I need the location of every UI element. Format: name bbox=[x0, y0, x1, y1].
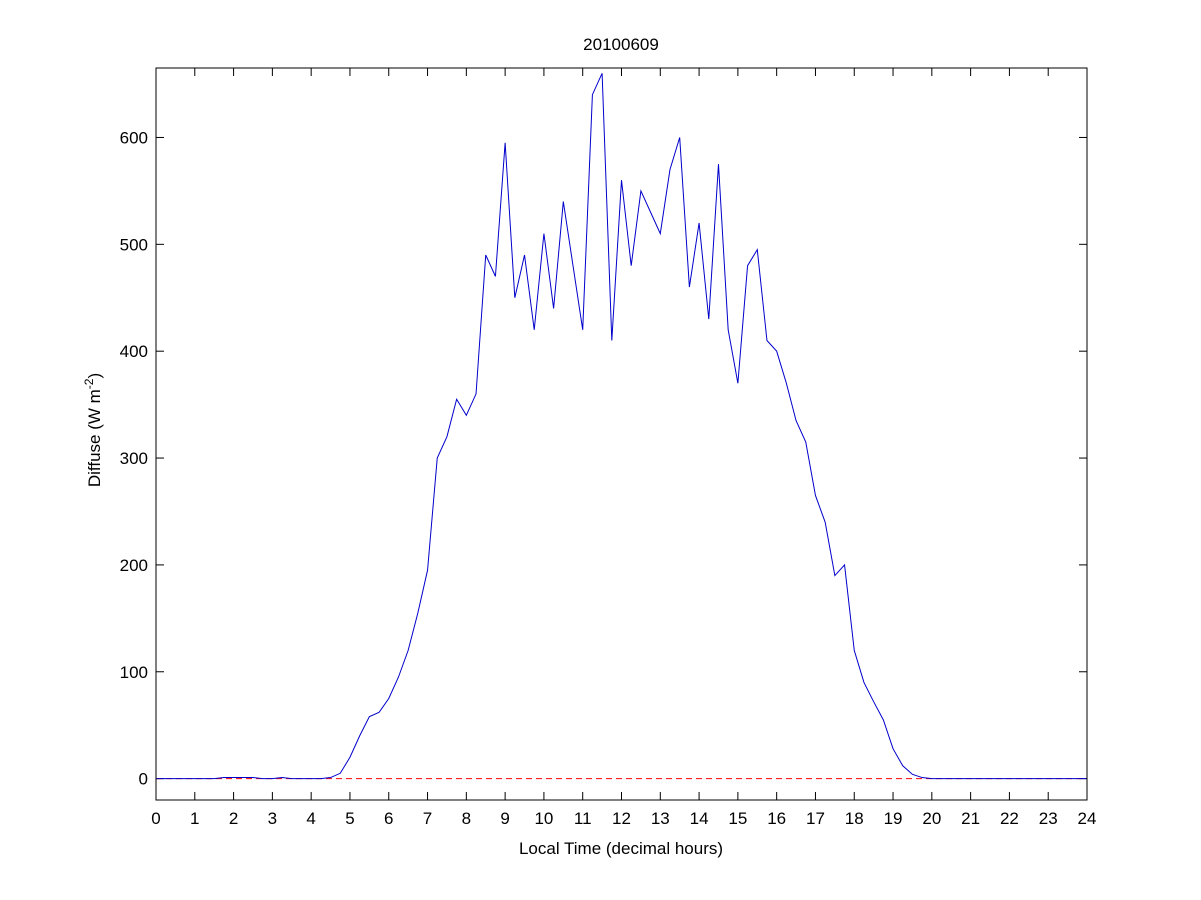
x-tick-label: 18 bbox=[845, 809, 864, 828]
x-tick-label: 11 bbox=[574, 809, 592, 828]
x-tick-label: 12 bbox=[612, 809, 631, 828]
y-tick-label: 200 bbox=[120, 556, 148, 575]
x-tick-label: 15 bbox=[728, 809, 747, 828]
x-tick-label: 20 bbox=[922, 809, 941, 828]
y-tick-label: 100 bbox=[120, 663, 148, 682]
y-label-text: Diffuse (W m bbox=[85, 389, 104, 487]
x-tick-label: 16 bbox=[767, 809, 786, 828]
chart-title: 20100609 bbox=[583, 35, 659, 54]
y-label-superscript: -2 bbox=[82, 378, 96, 389]
x-tick-label: 8 bbox=[462, 809, 471, 828]
x-tick-label: 19 bbox=[884, 809, 903, 828]
x-tick-label: 4 bbox=[306, 809, 315, 828]
y-tick-label: 0 bbox=[139, 770, 148, 789]
x-tick-label: 21 bbox=[961, 809, 980, 828]
x-tick-label: 0 bbox=[151, 809, 160, 828]
x-tick-label: 5 bbox=[345, 809, 354, 828]
x-axis-label: Local Time (decimal hours) bbox=[519, 839, 723, 858]
x-tick-label: 3 bbox=[268, 809, 277, 828]
x-tick-label: 7 bbox=[423, 809, 432, 828]
y-tick-label: 500 bbox=[120, 235, 148, 254]
y-tick-label: 400 bbox=[120, 342, 148, 361]
x-tick-label: 2 bbox=[229, 809, 238, 828]
x-tick-label: 9 bbox=[500, 809, 509, 828]
plot-frame bbox=[155, 67, 1088, 801]
y-axis-label: Diffuse (W m-2) bbox=[82, 373, 104, 487]
x-tick-label: 22 bbox=[1000, 809, 1019, 828]
x-tick-label: 17 bbox=[806, 809, 825, 828]
data-line bbox=[156, 73, 1087, 780]
x-tick-label: 14 bbox=[690, 809, 709, 828]
y-tick-label: 600 bbox=[120, 128, 148, 147]
x-tick-label: 13 bbox=[651, 809, 670, 828]
x-tick-label: 10 bbox=[534, 809, 553, 828]
x-tick-label: 23 bbox=[1039, 809, 1058, 828]
y-label-suffix: ) bbox=[85, 373, 104, 379]
y-tick-label: 300 bbox=[120, 449, 148, 468]
x-tick-label: 1 bbox=[190, 809, 199, 828]
x-tick-label: 24 bbox=[1078, 809, 1097, 828]
x-tick-label: 6 bbox=[384, 809, 393, 828]
